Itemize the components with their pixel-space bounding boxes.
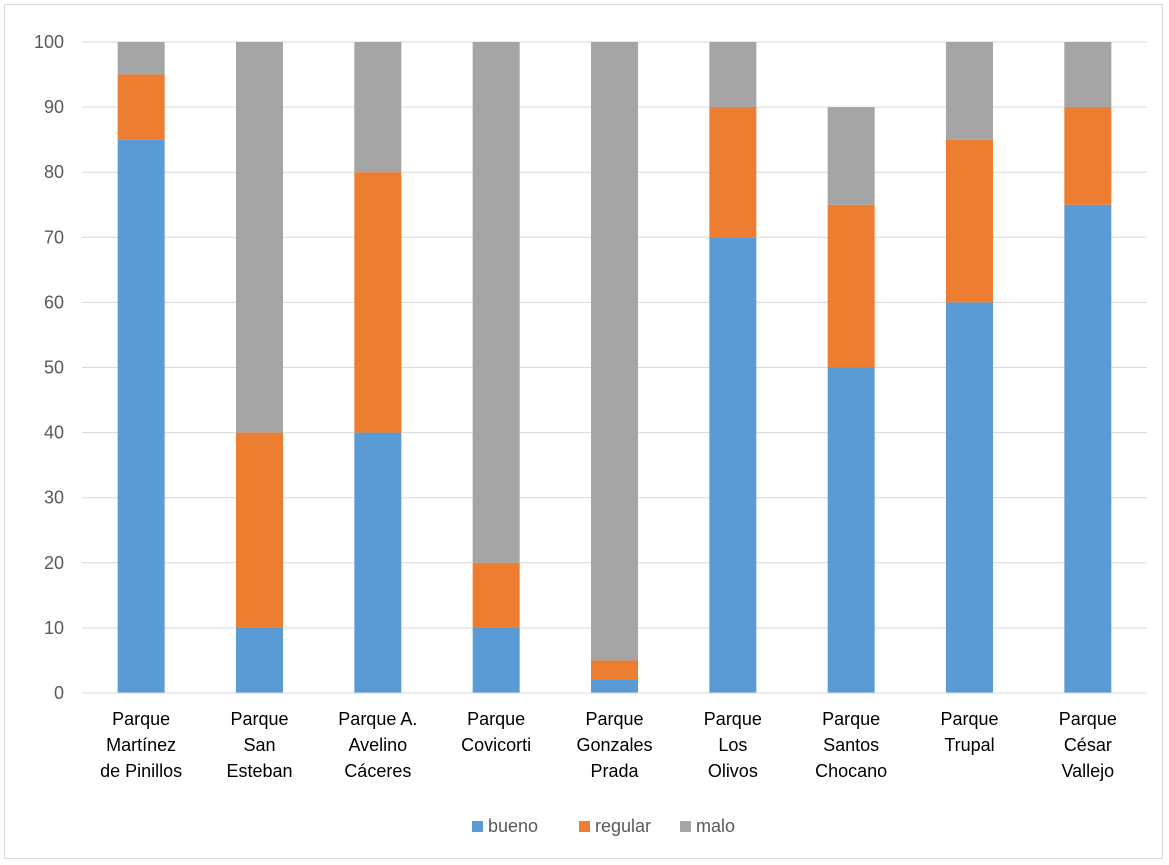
bar-regular-5 <box>709 107 757 238</box>
legend-swatch-malo <box>680 821 691 832</box>
y-tick-label: 80 <box>44 162 64 182</box>
x-category-label-line: Avelino <box>348 735 407 755</box>
x-category-label: Parque A. Avelino Cáceres <box>338 709 417 781</box>
x-category-label: Parque Los Olivos <box>704 709 762 781</box>
bar-bueno-2 <box>354 432 402 693</box>
x-category-label-line: Parque <box>467 709 525 729</box>
x-category-label-line: Covicorti <box>461 735 531 755</box>
x-category-label-line: Parque <box>230 709 288 729</box>
x-category-label-line: Olivos <box>708 761 758 781</box>
x-category-label-line: Parque <box>822 709 880 729</box>
bar-malo-4 <box>591 42 638 661</box>
bar-bueno-6 <box>827 367 875 693</box>
x-category-label-line: Vallejo <box>1061 761 1114 781</box>
x-category-label-line: César <box>1064 735 1112 755</box>
y-tick-label: 40 <box>44 423 64 443</box>
y-tick-label: 90 <box>44 97 64 117</box>
bar-malo-6 <box>827 107 875 205</box>
legend: bueno regular malo <box>472 816 735 836</box>
bar-malo-3 <box>472 42 520 563</box>
bar-bueno-8 <box>1064 204 1112 693</box>
y-tick-label: 50 <box>44 358 64 378</box>
x-category-label: Parque Gonzales Prada <box>576 709 652 781</box>
bar-bueno-1 <box>236 627 283 693</box>
x-category-label-line: Cáceres <box>344 761 411 781</box>
x-category-label-line: Parque <box>112 709 170 729</box>
bar-regular-1 <box>236 432 283 628</box>
x-category-label-line: Gonzales <box>576 735 652 755</box>
bar-regular-0 <box>117 74 165 140</box>
bar-malo-0 <box>117 42 165 75</box>
bar-malo-8 <box>1064 42 1112 108</box>
y-axis-ticks: 0 10 20 30 40 50 60 70 80 90 100 <box>34 32 64 703</box>
x-category-label-line: Parque A. <box>338 709 417 729</box>
x-category-label-line: Los <box>718 735 747 755</box>
bar-regular-3 <box>472 562 520 628</box>
bar-malo-1 <box>236 42 283 433</box>
x-category-label-line: Chocano <box>815 761 887 781</box>
x-category-label-line: de Pinillos <box>100 761 182 781</box>
y-tick-label: 70 <box>44 227 64 247</box>
bar-malo-2 <box>354 42 402 173</box>
legend-label-regular: regular <box>595 816 651 836</box>
x-category-label-line: Parque <box>1059 709 1117 729</box>
x-category-label-line: Esteban <box>226 761 292 781</box>
y-tick-label: 100 <box>34 32 64 52</box>
x-category-label-line: Parque <box>940 709 998 729</box>
x-category-label: Parque Santos Chocano <box>815 709 887 781</box>
x-category-label: Parque Trupal <box>940 709 998 755</box>
bar-malo-5 <box>709 42 757 108</box>
y-tick-label: 20 <box>44 553 64 573</box>
x-axis-labels: Parque Martínez de Pinillos Parque San Esteba… <box>100 709 1117 781</box>
x-category-label: Parque César Vallejo <box>1059 709 1117 781</box>
bar-bueno-4 <box>591 679 638 693</box>
bar-malo-7 <box>946 42 993 140</box>
x-category-label-line: Parque <box>704 709 762 729</box>
x-category-label: Parque Martínez de Pinillos <box>100 709 182 781</box>
bar-regular-7 <box>946 139 993 303</box>
x-category-label: Parque Covicorti <box>461 709 531 755</box>
x-category-label-line: Trupal <box>944 735 994 755</box>
x-category-label: Parque San Esteban <box>226 709 292 781</box>
bar-regular-4 <box>591 660 638 680</box>
y-tick-label: 30 <box>44 488 64 508</box>
bar-bueno-3 <box>472 627 520 693</box>
y-tick-label: 0 <box>54 683 64 703</box>
y-tick-label: 60 <box>44 292 64 312</box>
x-category-label-line: Martínez <box>106 735 176 755</box>
bar-bueno-5 <box>709 237 757 694</box>
y-tick-label: 10 <box>44 618 64 638</box>
x-category-label-line: Prada <box>590 761 639 781</box>
legend-swatch-bueno <box>472 821 483 832</box>
bar-bueno-7 <box>946 302 993 693</box>
legend-label-bueno: bueno <box>488 816 538 836</box>
bar-regular-6 <box>827 204 875 368</box>
bars <box>117 42 1112 694</box>
bar-bueno-0 <box>117 139 165 693</box>
x-category-label-line: Parque <box>585 709 643 729</box>
legend-label-malo: malo <box>696 816 735 836</box>
bar-regular-8 <box>1064 107 1112 205</box>
bar-regular-2 <box>354 172 402 433</box>
x-category-label-line: San <box>243 735 275 755</box>
x-category-label-line: Santos <box>823 735 879 755</box>
legend-swatch-regular <box>579 821 590 832</box>
